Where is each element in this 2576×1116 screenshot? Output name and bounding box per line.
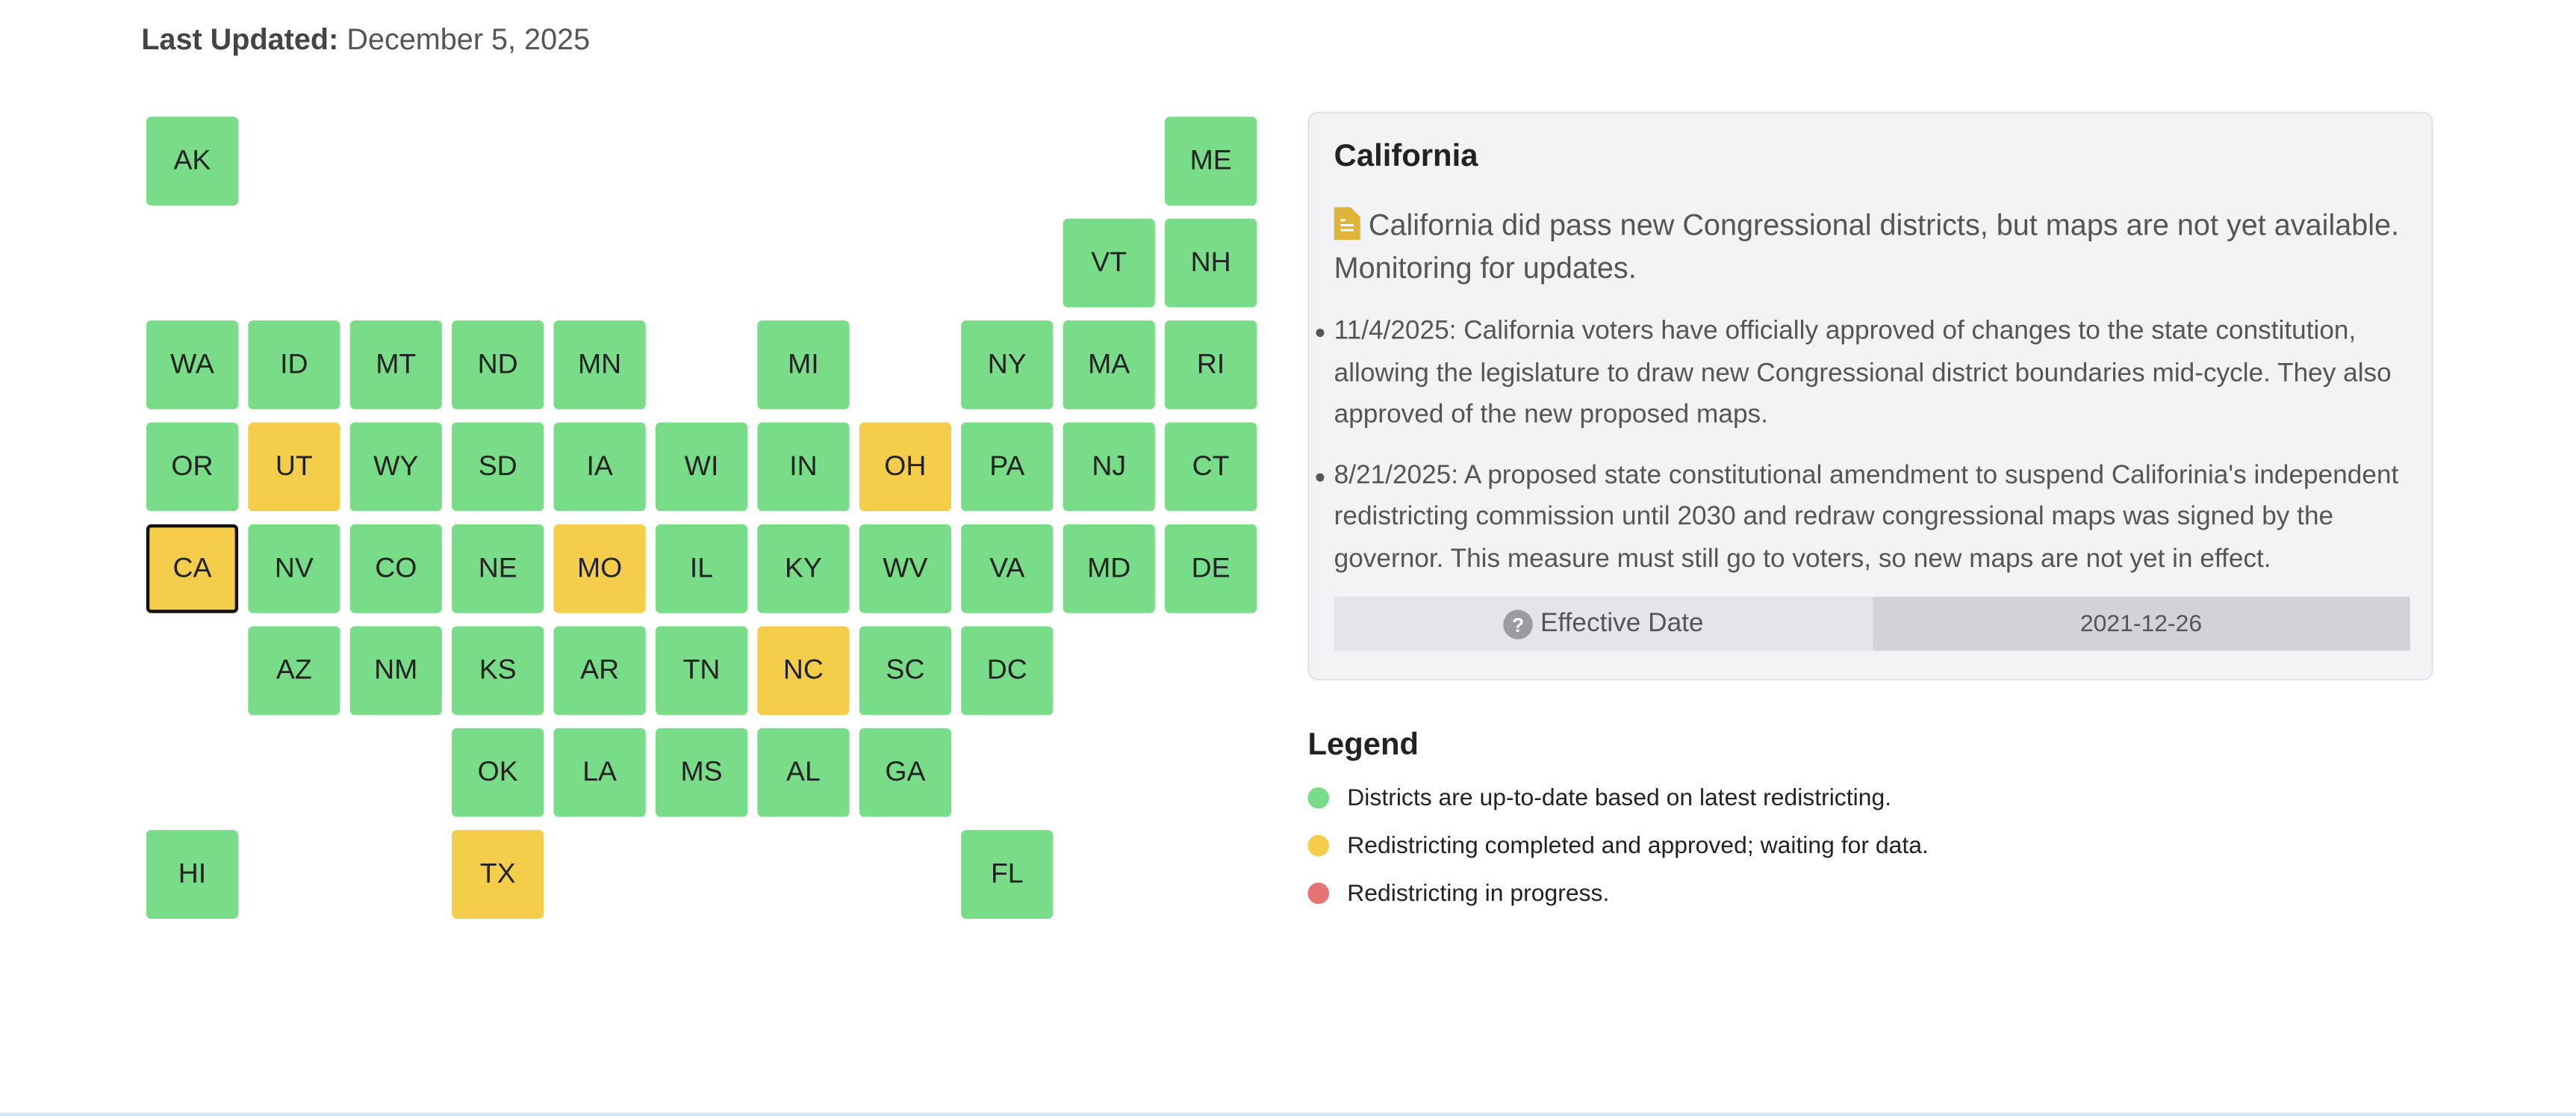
state-tile[interactable]: UT bbox=[248, 422, 340, 512]
state-tile[interactable]: AZ bbox=[248, 626, 340, 716]
svg-text:?: ? bbox=[1511, 613, 1523, 636]
detail-panel: California California did pass new Congr… bbox=[1307, 111, 2433, 681]
state-tile[interactable]: ND bbox=[452, 320, 544, 409]
state-tile[interactable]: GA bbox=[859, 728, 951, 817]
state-tile[interactable]: OK bbox=[452, 728, 544, 817]
state-tile[interactable]: NJ bbox=[1063, 422, 1155, 512]
legend-item: Districts are up-to-date based on latest… bbox=[1307, 774, 1928, 822]
state-tile[interactable]: ID bbox=[248, 320, 340, 409]
state-tile[interactable]: OH bbox=[859, 422, 951, 512]
state-tile[interactable]: MS bbox=[655, 728, 748, 817]
legend-items: Districts are up-to-date based on latest… bbox=[1307, 774, 1929, 917]
help-icon: ? bbox=[1502, 609, 1532, 639]
state-tile[interactable]: CT bbox=[1165, 422, 1257, 512]
state-tile[interactable]: NH bbox=[1165, 218, 1257, 308]
state-tile[interactable]: MA bbox=[1063, 320, 1155, 409]
legend-item: Redistricting in progress. bbox=[1307, 869, 1928, 917]
state-tile[interactable]: DE bbox=[1165, 524, 1257, 613]
state-tile[interactable]: MT bbox=[349, 320, 442, 409]
state-tile[interactable]: CO bbox=[349, 524, 442, 613]
state-tile[interactable]: RI bbox=[1165, 320, 1257, 409]
legend-label: Redistricting in progress. bbox=[1347, 880, 1610, 907]
legend-title: Legend bbox=[1307, 728, 1419, 763]
state-tile[interactable]: NY bbox=[961, 320, 1054, 409]
state-tile[interactable]: NV bbox=[248, 524, 340, 613]
effective-date-value: 2021-12-26 bbox=[1872, 596, 2410, 651]
state-tile[interactable]: FL bbox=[961, 830, 1054, 919]
legend-dot bbox=[1307, 787, 1330, 809]
state-tile[interactable]: OR bbox=[146, 422, 239, 512]
state-tile[interactable]: MI bbox=[757, 320, 850, 409]
state-tile[interactable]: KY bbox=[757, 524, 850, 613]
legend-dot bbox=[1307, 882, 1330, 905]
bullet: 8/21/2025: A proposed state constitution… bbox=[1316, 454, 2410, 580]
document-icon bbox=[1334, 207, 1360, 241]
state-tile[interactable]: WV bbox=[859, 524, 951, 613]
state-tile[interactable]: AR bbox=[553, 626, 646, 716]
state-tile[interactable]: NE bbox=[452, 524, 544, 613]
last-updated-value: December 5, 2025 bbox=[346, 22, 591, 56]
state-tile[interactable]: LA bbox=[553, 728, 646, 817]
state-tile[interactable]: ME bbox=[1165, 117, 1257, 206]
state-tile[interactable]: SC bbox=[859, 626, 951, 716]
state-tile[interactable]: MO bbox=[553, 524, 646, 613]
state-tile[interactable]: VT bbox=[1063, 218, 1155, 308]
state-tile[interactable]: WA bbox=[146, 320, 239, 409]
state-tile[interactable]: IL bbox=[655, 524, 748, 613]
bullet-list: 11/4/2025: California voters have offici… bbox=[1316, 311, 2410, 598]
state-tile[interactable]: DC bbox=[961, 626, 1054, 716]
state-tile[interactable]: KS bbox=[452, 626, 544, 716]
effective-date-label: Effective Date bbox=[1540, 609, 1704, 637]
legend-item: Redistricting completed and approved; wa… bbox=[1307, 822, 1929, 869]
bullet: 11/4/2025: California voters have offici… bbox=[1316, 311, 2410, 436]
legend-dot bbox=[1307, 834, 1330, 857]
state-tile[interactable]: NM bbox=[349, 626, 442, 716]
legend-label: Districts are up-to-date based on latest… bbox=[1347, 784, 1892, 811]
detail-note: California did pass new Congressional di… bbox=[1334, 204, 2402, 289]
state-tile[interactable]: IA bbox=[553, 422, 646, 512]
last-updated-label: Last Updated: bbox=[141, 22, 339, 56]
state-tile[interactable]: AL bbox=[757, 728, 850, 817]
effective-date-label-cell: ? Effective Date bbox=[1334, 596, 1873, 651]
note-text: California did pass new Congressional di… bbox=[1334, 208, 2400, 285]
state-tile[interactable]: HI bbox=[146, 830, 239, 919]
legend-label: Redistricting completed and approved; wa… bbox=[1347, 832, 1929, 859]
state-tile[interactable]: AK bbox=[146, 117, 239, 206]
last-updated: Last Updated: December 5, 2025 bbox=[141, 23, 590, 58]
legend: Legend Districts are up-to-date based on… bbox=[1307, 728, 1929, 917]
state-tile[interactable]: CA bbox=[146, 524, 239, 613]
state-tile[interactable]: VA bbox=[961, 524, 1054, 613]
state-tile[interactable]: MN bbox=[553, 320, 646, 409]
footer-rule bbox=[0, 1112, 2576, 1116]
state-tile[interactable]: IN bbox=[757, 422, 850, 512]
state-tile[interactable]: WY bbox=[349, 422, 442, 512]
state-tile[interactable]: TX bbox=[452, 830, 544, 919]
state-tile[interactable]: NC bbox=[757, 626, 850, 716]
state-tile[interactable]: PA bbox=[961, 422, 1054, 512]
state-tile[interactable]: MD bbox=[1063, 524, 1155, 613]
state-tile[interactable]: TN bbox=[655, 626, 748, 716]
state-tile[interactable]: WI bbox=[655, 422, 748, 512]
detail-title: California bbox=[1334, 140, 1478, 175]
state-tile[interactable]: SD bbox=[452, 422, 544, 512]
effective-date-row: ? Effective Date 2021-12-26 bbox=[1334, 596, 2410, 651]
